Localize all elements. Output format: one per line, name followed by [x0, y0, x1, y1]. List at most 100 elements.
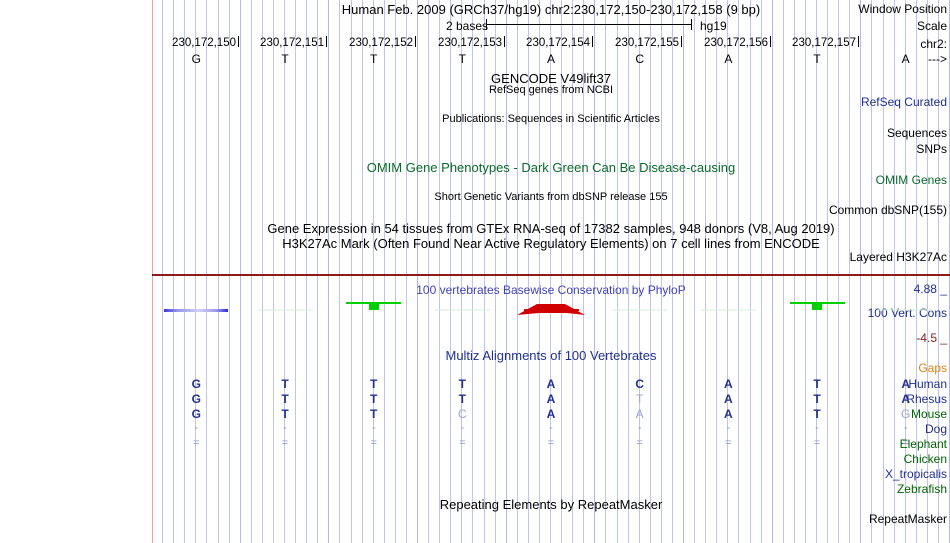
- align-base-elephant: =: [547, 437, 555, 449]
- species-label-mouse[interactable]: Mouse: [910, 407, 947, 421]
- ruler-position-label: 230,172,150: [172, 37, 236, 49]
- align-base-rhesus: T: [813, 392, 821, 406]
- align-base-human: T: [813, 377, 821, 391]
- align-base-mouse: C: [457, 407, 467, 421]
- align-base-elephant: =: [813, 437, 821, 449]
- align-base-human: A: [723, 377, 733, 391]
- align-base-human: C: [635, 377, 644, 391]
- title-phylop: 100 vertebrates Basewise Conservation by…: [416, 283, 686, 297]
- title-publications: Publications: Sequences in Scientific Ar…: [442, 113, 660, 125]
- align-base-elephant: =: [459, 437, 466, 449]
- species-label-dog[interactable]: Dog: [924, 422, 947, 436]
- reference-base: A: [546, 52, 555, 66]
- label-snps[interactable]: SNPs: [916, 142, 947, 156]
- align-base-human: A: [901, 377, 910, 391]
- label-layered-h3k27ac[interactable]: Layered H3K27Ac: [849, 250, 947, 264]
- conservation-top-border: [152, 274, 950, 276]
- ruler-position-label: 230,172,156: [704, 37, 768, 49]
- conservation-cap: [878, 309, 933, 311]
- align-base-rhesus: A: [901, 392, 910, 406]
- align-base-mouse: A: [546, 407, 556, 421]
- label-window-position: Window Position: [858, 2, 947, 16]
- align-base-rhesus: T: [281, 392, 289, 406]
- ruler-position-label: 230,172,157: [792, 37, 856, 49]
- ruler-tick: [415, 36, 416, 47]
- align-base-mouse: A: [635, 407, 644, 421]
- title-omim: OMIM Gene Phenotypes - Dark Green Can Be…: [366, 160, 736, 175]
- label-refseq-curated[interactable]: RefSeq Curated: [860, 95, 947, 109]
- reference-base: T: [281, 52, 289, 66]
- align-base-dog: -: [283, 422, 287, 434]
- species-label-zebrafish[interactable]: Zebrafish: [896, 482, 947, 496]
- ruler-position-label: 230,172,155: [615, 37, 679, 49]
- align-base-rhesus: A: [546, 392, 556, 406]
- align-base-elephant: =: [902, 437, 909, 449]
- conservation-cap: [612, 309, 667, 311]
- align-base-elephant: =: [281, 437, 289, 449]
- align-base-dog: -: [194, 422, 199, 434]
- reference-base: A: [901, 52, 910, 66]
- title-h3k27ac: H3K27Ac Mark (Often Found Near Active Re…: [282, 236, 820, 251]
- reference-base: G: [191, 52, 201, 66]
- align-base-human: T: [281, 377, 289, 391]
- align-base-elephant: =: [725, 437, 732, 449]
- title-gtex: Gene Expression in 54 tissues from GTEx …: [267, 221, 835, 236]
- title-multiz: Multiz Alignments of 100 Vertebrates: [445, 348, 657, 363]
- ruler-tick: [770, 36, 771, 47]
- align-base-rhesus: G: [191, 392, 201, 406]
- ruler-tick: [238, 36, 239, 47]
- align-base-dog: -: [460, 422, 465, 434]
- align-base-mouse: G: [900, 407, 911, 421]
- reference-base: T: [458, 52, 466, 66]
- conservation-bar: [812, 302, 822, 310]
- conservation-cap: [524, 309, 579, 311]
- label-cons-max: 4.88 _: [913, 282, 947, 296]
- align-base-elephant: =: [370, 437, 377, 449]
- scale-bar: [430, 18, 700, 32]
- align-base-human: G: [191, 377, 201, 391]
- center-marker-line: [152, 0, 153, 543]
- ruler-position-label: 230,172,151: [260, 37, 324, 49]
- label-common-dbsnp[interactable]: Common dbSNP(155): [828, 203, 947, 217]
- align-base-rhesus: T: [458, 392, 466, 406]
- species-label-elephant[interactable]: Elephant: [899, 437, 947, 451]
- align-base-mouse: T: [281, 407, 289, 421]
- species-label-rhesus[interactable]: Rhesus: [906, 392, 947, 406]
- conservation-cap: [258, 309, 313, 311]
- align-base-elephant: =: [193, 437, 200, 449]
- reference-base: C: [635, 52, 644, 66]
- conservation-cap: [435, 309, 490, 311]
- ruler-tick: [592, 36, 593, 47]
- label-strand: --->: [928, 52, 947, 66]
- label-chrom: chr2:: [920, 37, 947, 51]
- reference-base: T: [813, 52, 821, 66]
- align-base-mouse: T: [813, 407, 821, 421]
- label-repeatmasker[interactable]: RepeatMasker: [868, 512, 947, 526]
- reference-base: T: [369, 52, 378, 66]
- species-label-x_tropicalis[interactable]: X_tropicalis: [884, 467, 947, 481]
- label-scale: Scale: [916, 19, 947, 33]
- align-base-human: A: [546, 377, 556, 391]
- ruler-position-label: 230,172,154: [526, 37, 590, 49]
- align-base-human: T: [369, 377, 378, 391]
- conservation-cap: [701, 309, 756, 311]
- conservation-bar: [369, 302, 379, 310]
- ruler-tick: [681, 36, 682, 47]
- species-label-chicken[interactable]: Chicken: [903, 452, 947, 466]
- assembly-title: Human Feb. 2009 (GRCh37/hg19) chr2:230,1…: [341, 2, 761, 17]
- species-label-human[interactable]: Human: [908, 377, 947, 391]
- align-base-rhesus: T: [635, 392, 644, 406]
- title-refseq-ncbi: RefSeq genes from NCBI: [488, 84, 614, 96]
- label-sequences[interactable]: Sequences: [886, 126, 947, 140]
- label-gaps[interactable]: Gaps: [918, 361, 947, 375]
- conservation-bar-negative: [164, 309, 228, 312]
- scale-label: 2 bases: [445, 19, 488, 33]
- align-base-mouse: A: [723, 407, 733, 421]
- label-cons-min: -4.5 _: [916, 331, 947, 345]
- label-omim-genes[interactable]: OMIM Genes: [875, 173, 947, 187]
- title-gencode: GENCODE V49lift37: [491, 71, 611, 86]
- align-base-dog: -: [637, 422, 642, 434]
- reference-base: A: [724, 52, 733, 66]
- align-base-dog: -: [549, 422, 553, 434]
